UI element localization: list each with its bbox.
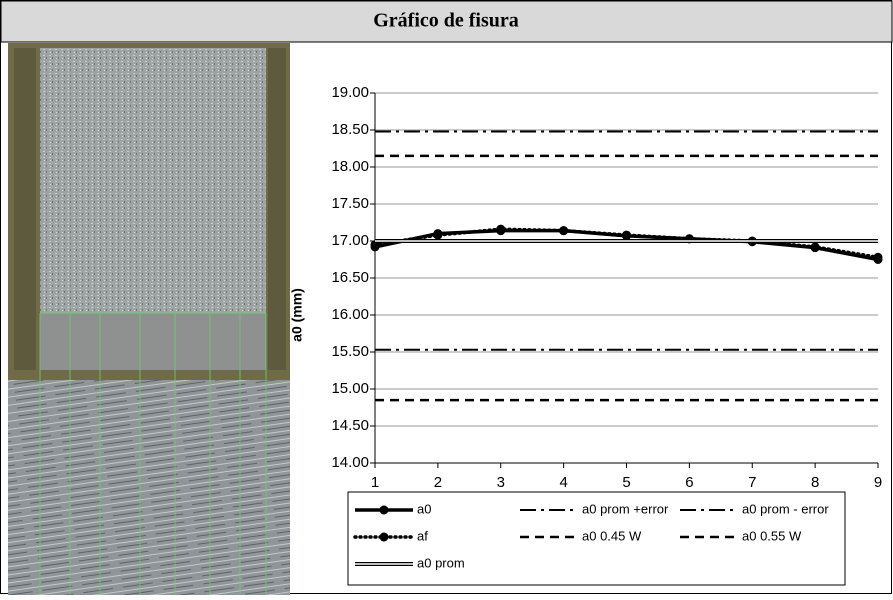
legend-label: a0 prom - error	[742, 501, 829, 516]
legend	[347, 491, 846, 586]
point	[559, 226, 569, 236]
y-tick-label: 16.00	[331, 306, 369, 323]
x-tick-label: 8	[811, 474, 819, 491]
y-tick-label: 17.00	[331, 232, 369, 249]
y-tick-label: 18.50	[331, 121, 369, 138]
x-tick-label: 1	[371, 474, 379, 491]
legend-label: a0 0.55 W	[742, 528, 802, 543]
y-tick-label: 15.50	[331, 343, 369, 360]
y-tick-label: 15.00	[331, 380, 369, 397]
point	[873, 252, 883, 262]
y-tick-label: 18.00	[331, 158, 369, 175]
x-tick-label: 5	[622, 474, 630, 491]
legend-label: a0 prom	[417, 555, 465, 570]
legend-marker	[379, 505, 389, 515]
specimen-photo	[8, 43, 290, 595]
x-tick-label: 9	[874, 474, 882, 491]
point	[622, 230, 631, 240]
legend-marker	[379, 532, 389, 542]
y-tick-label: 19.00	[331, 84, 369, 101]
y-tick-label: 16.50	[331, 269, 369, 286]
x-tick-label: 7	[748, 474, 756, 491]
x-tick-label: 6	[685, 474, 693, 491]
y-tick-label: 14.50	[331, 417, 369, 434]
legend-label: a0 prom +error	[582, 501, 669, 516]
legend-label: af	[417, 528, 428, 543]
y-tick-label: 17.50	[331, 195, 369, 212]
y-tick-label: 14.00	[331, 454, 369, 471]
header	[0, 0, 893, 43]
y-axis-label: a0 (mm)	[289, 288, 305, 342]
chart-title: Gráfico de fisura	[373, 10, 519, 32]
legend-label: a0 0.45 W	[582, 528, 642, 543]
point	[810, 242, 820, 252]
x-tick-label: 2	[434, 474, 442, 491]
x-tick-label: 3	[497, 474, 505, 491]
x-tick-label: 4	[559, 474, 567, 491]
legend-label: a0	[417, 501, 431, 516]
point	[496, 224, 506, 234]
point	[433, 230, 443, 240]
